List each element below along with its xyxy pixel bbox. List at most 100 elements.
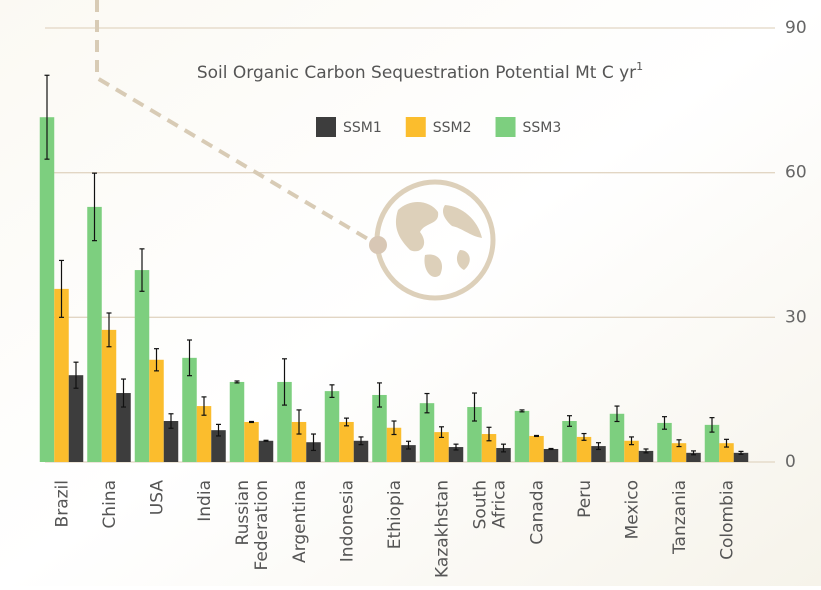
error-bar <box>139 248 145 292</box>
chart-title: Soil Organic Carbon Sequestration Potent… <box>197 60 643 83</box>
error-bar <box>738 450 744 455</box>
bar <box>39 117 55 462</box>
error-bar <box>486 426 492 442</box>
bar <box>277 381 292 462</box>
bar <box>481 434 497 462</box>
y-tick-label: 90 <box>785 18 807 38</box>
bar <box>543 448 559 462</box>
error-bar <box>676 439 682 448</box>
legend: SSM1 SSM2 SSM3 <box>316 117 561 137</box>
dashed-pointer <box>95 0 380 247</box>
error-bar <box>106 312 112 348</box>
error-bar <box>709 417 715 433</box>
x-tick-label: Brazil <box>53 480 73 527</box>
error-bar <box>44 74 50 160</box>
legend-swatch <box>405 117 426 137</box>
bar <box>719 443 734 462</box>
error-bar <box>344 417 349 427</box>
legend-swatch <box>495 117 516 137</box>
bar <box>101 329 117 462</box>
error-bar <box>216 423 221 437</box>
error-bar <box>691 450 696 456</box>
bar <box>576 436 592 462</box>
x-tick-label: Peru <box>575 480 595 518</box>
error-bar <box>391 420 397 436</box>
bar <box>306 442 321 462</box>
error-bar <box>472 392 477 422</box>
x-tick-label-line: Africa <box>490 480 510 529</box>
error-bar <box>296 409 302 435</box>
error-bar <box>187 339 192 377</box>
title-text: Soil Organic Carbon Sequestration Potent… <box>197 63 636 83</box>
bar <box>258 440 274 462</box>
bar <box>657 422 672 462</box>
error-bar <box>501 443 506 453</box>
bar <box>339 421 354 462</box>
bar <box>434 432 449 462</box>
error-bar <box>629 436 634 446</box>
pointer-dot <box>369 236 387 254</box>
bar <box>704 424 720 462</box>
error-bar <box>662 416 667 430</box>
bar <box>591 446 606 462</box>
bar <box>686 452 701 462</box>
x-tick-label-line: Russian <box>233 480 253 545</box>
bar <box>624 440 639 462</box>
x-tick-label-line: Federation <box>252 480 272 571</box>
x-tick-label: Ethiopia <box>385 480 405 549</box>
bar <box>116 393 131 462</box>
bar <box>134 270 150 462</box>
bar <box>244 421 259 462</box>
error-bar <box>519 409 525 413</box>
x-tick-label: Mexico <box>623 480 643 539</box>
x-tick-label: India <box>195 480 215 522</box>
bar <box>211 430 226 462</box>
bar <box>87 206 102 462</box>
x-tick-label: Indonesia <box>338 480 358 562</box>
bar <box>638 450 654 462</box>
error-bar <box>92 172 97 242</box>
bar <box>149 359 164 462</box>
bar <box>386 427 402 462</box>
bar <box>562 421 577 462</box>
x-tick-label: RussianFederation <box>233 480 272 571</box>
error-bar <box>121 378 126 408</box>
error-bar <box>534 434 539 438</box>
error-bar <box>581 432 587 441</box>
y-tick-label: 0 <box>785 452 796 472</box>
x-tick-label: Colombia <box>718 480 738 560</box>
error-bar <box>548 447 554 451</box>
error-bar <box>614 405 620 423</box>
legend-label: SSM1 <box>343 120 382 136</box>
error-bar <box>311 433 316 452</box>
error-bar <box>168 413 174 429</box>
bar <box>496 448 511 462</box>
error-bar <box>73 361 79 389</box>
bar <box>401 445 416 462</box>
bar <box>68 375 84 462</box>
x-tick-label: Tanzania <box>670 480 690 555</box>
bar <box>467 407 482 462</box>
x-tick-label-line: South <box>471 480 491 529</box>
error-bar <box>263 439 269 442</box>
error-bar <box>249 420 254 424</box>
y-tick-label: 60 <box>785 163 807 183</box>
x-tick-label: Argentina <box>290 480 310 563</box>
decoration <box>95 0 496 301</box>
bar <box>196 406 212 462</box>
bars: Brazil China USA India RussianFederation Arge… <box>39 74 749 578</box>
bar <box>163 421 179 462</box>
bar <box>448 447 464 462</box>
error-bar <box>567 415 572 427</box>
error-bar <box>329 384 335 398</box>
bar <box>419 403 435 462</box>
error-bar <box>358 436 364 446</box>
error-bar <box>154 348 159 372</box>
error-bar <box>724 438 729 448</box>
error-bar <box>282 358 287 406</box>
legend-label: SSM2 <box>433 120 472 136</box>
error-bar <box>424 392 430 414</box>
bar <box>372 394 387 462</box>
